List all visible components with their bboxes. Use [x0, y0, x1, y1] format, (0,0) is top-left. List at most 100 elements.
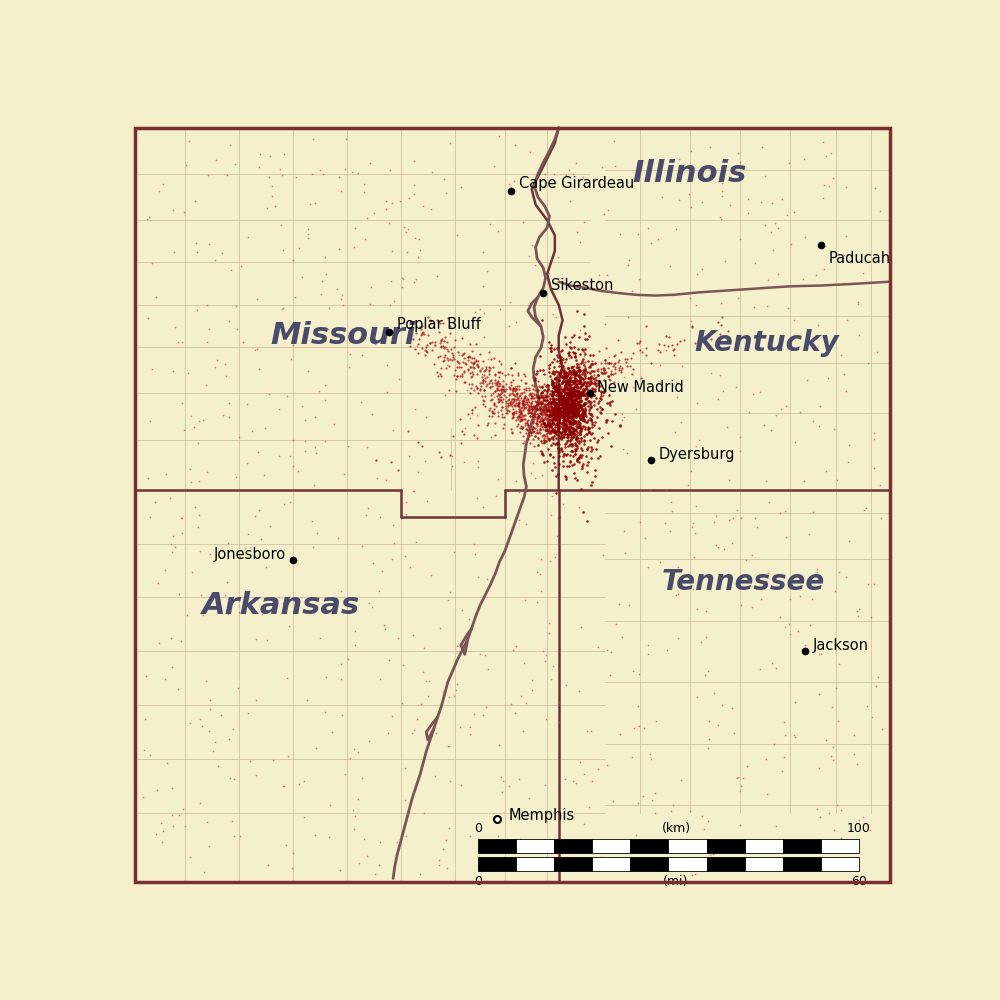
- Point: [543, 437, 559, 453]
- Point: [344, 164, 360, 180]
- Point: [522, 435, 538, 451]
- Point: [797, 637, 813, 653]
- Point: [431, 852, 447, 868]
- Point: [519, 421, 535, 437]
- Point: [574, 409, 590, 425]
- Point: [472, 346, 488, 362]
- Point: [552, 407, 568, 423]
- Point: [489, 380, 505, 396]
- Point: [556, 360, 572, 376]
- Point: [866, 431, 882, 447]
- Point: [729, 502, 745, 518]
- Point: [551, 390, 567, 406]
- Point: [724, 535, 740, 551]
- Point: [183, 474, 199, 490]
- Point: [815, 190, 831, 206]
- Point: [579, 457, 595, 473]
- Point: [569, 403, 585, 419]
- Point: [491, 393, 507, 409]
- Point: [532, 401, 548, 417]
- Point: [557, 420, 573, 436]
- Point: [469, 490, 485, 506]
- Point: [568, 391, 584, 407]
- Point: [603, 355, 619, 371]
- Point: [534, 384, 550, 400]
- Point: [431, 444, 447, 460]
- Bar: [783, 839, 821, 853]
- Point: [490, 471, 506, 487]
- Point: [866, 460, 882, 476]
- Point: [866, 425, 882, 441]
- Point: [563, 410, 579, 426]
- Point: [469, 407, 485, 423]
- Point: [438, 832, 454, 848]
- Point: [391, 371, 407, 387]
- Point: [592, 404, 608, 420]
- Point: [527, 257, 543, 273]
- Point: [521, 422, 537, 438]
- Point: [478, 378, 494, 394]
- Point: [217, 587, 233, 603]
- Point: [573, 619, 589, 635]
- Point: [275, 778, 291, 794]
- Point: [566, 403, 582, 419]
- Point: [580, 419, 596, 435]
- Point: [519, 422, 535, 438]
- Point: [472, 646, 488, 662]
- Point: [516, 366, 532, 382]
- Point: [587, 383, 603, 399]
- Point: [850, 294, 866, 310]
- Point: [415, 324, 431, 340]
- Point: [470, 417, 486, 433]
- Point: [568, 396, 584, 412]
- Point: [570, 404, 586, 420]
- Point: [452, 411, 468, 427]
- Point: [540, 416, 556, 432]
- Point: [581, 402, 597, 418]
- Point: [413, 696, 429, 712]
- Point: [553, 399, 569, 415]
- Point: [572, 447, 588, 463]
- Point: [572, 389, 588, 405]
- Point: [560, 391, 576, 407]
- Point: [567, 405, 583, 421]
- Point: [512, 831, 528, 847]
- Point: [552, 403, 568, 419]
- Point: [562, 373, 578, 389]
- Point: [579, 414, 595, 430]
- Point: [551, 387, 567, 403]
- Point: [538, 711, 554, 727]
- Point: [553, 387, 569, 403]
- Point: [489, 382, 505, 398]
- Point: [494, 384, 510, 400]
- Point: [722, 197, 738, 213]
- Point: [556, 401, 572, 417]
- Point: [687, 335, 703, 351]
- Point: [268, 321, 284, 337]
- Point: [561, 373, 577, 389]
- Point: [569, 372, 585, 388]
- Point: [700, 813, 716, 829]
- Point: [558, 420, 574, 436]
- Point: [593, 384, 609, 400]
- Point: [308, 740, 324, 756]
- Point: [442, 325, 458, 341]
- Point: [710, 314, 726, 330]
- Point: [550, 748, 566, 764]
- Point: [576, 412, 592, 428]
- Point: [577, 346, 593, 362]
- Point: [545, 390, 561, 406]
- Point: [576, 318, 592, 334]
- Point: [534, 413, 550, 429]
- Point: [492, 301, 508, 317]
- Point: [567, 383, 583, 399]
- Point: [447, 362, 463, 378]
- Point: [494, 394, 510, 410]
- Point: [537, 422, 553, 438]
- Point: [654, 189, 670, 205]
- Point: [563, 419, 579, 435]
- Point: [559, 386, 575, 402]
- Point: [571, 329, 587, 345]
- Point: [764, 655, 780, 671]
- Point: [543, 507, 559, 523]
